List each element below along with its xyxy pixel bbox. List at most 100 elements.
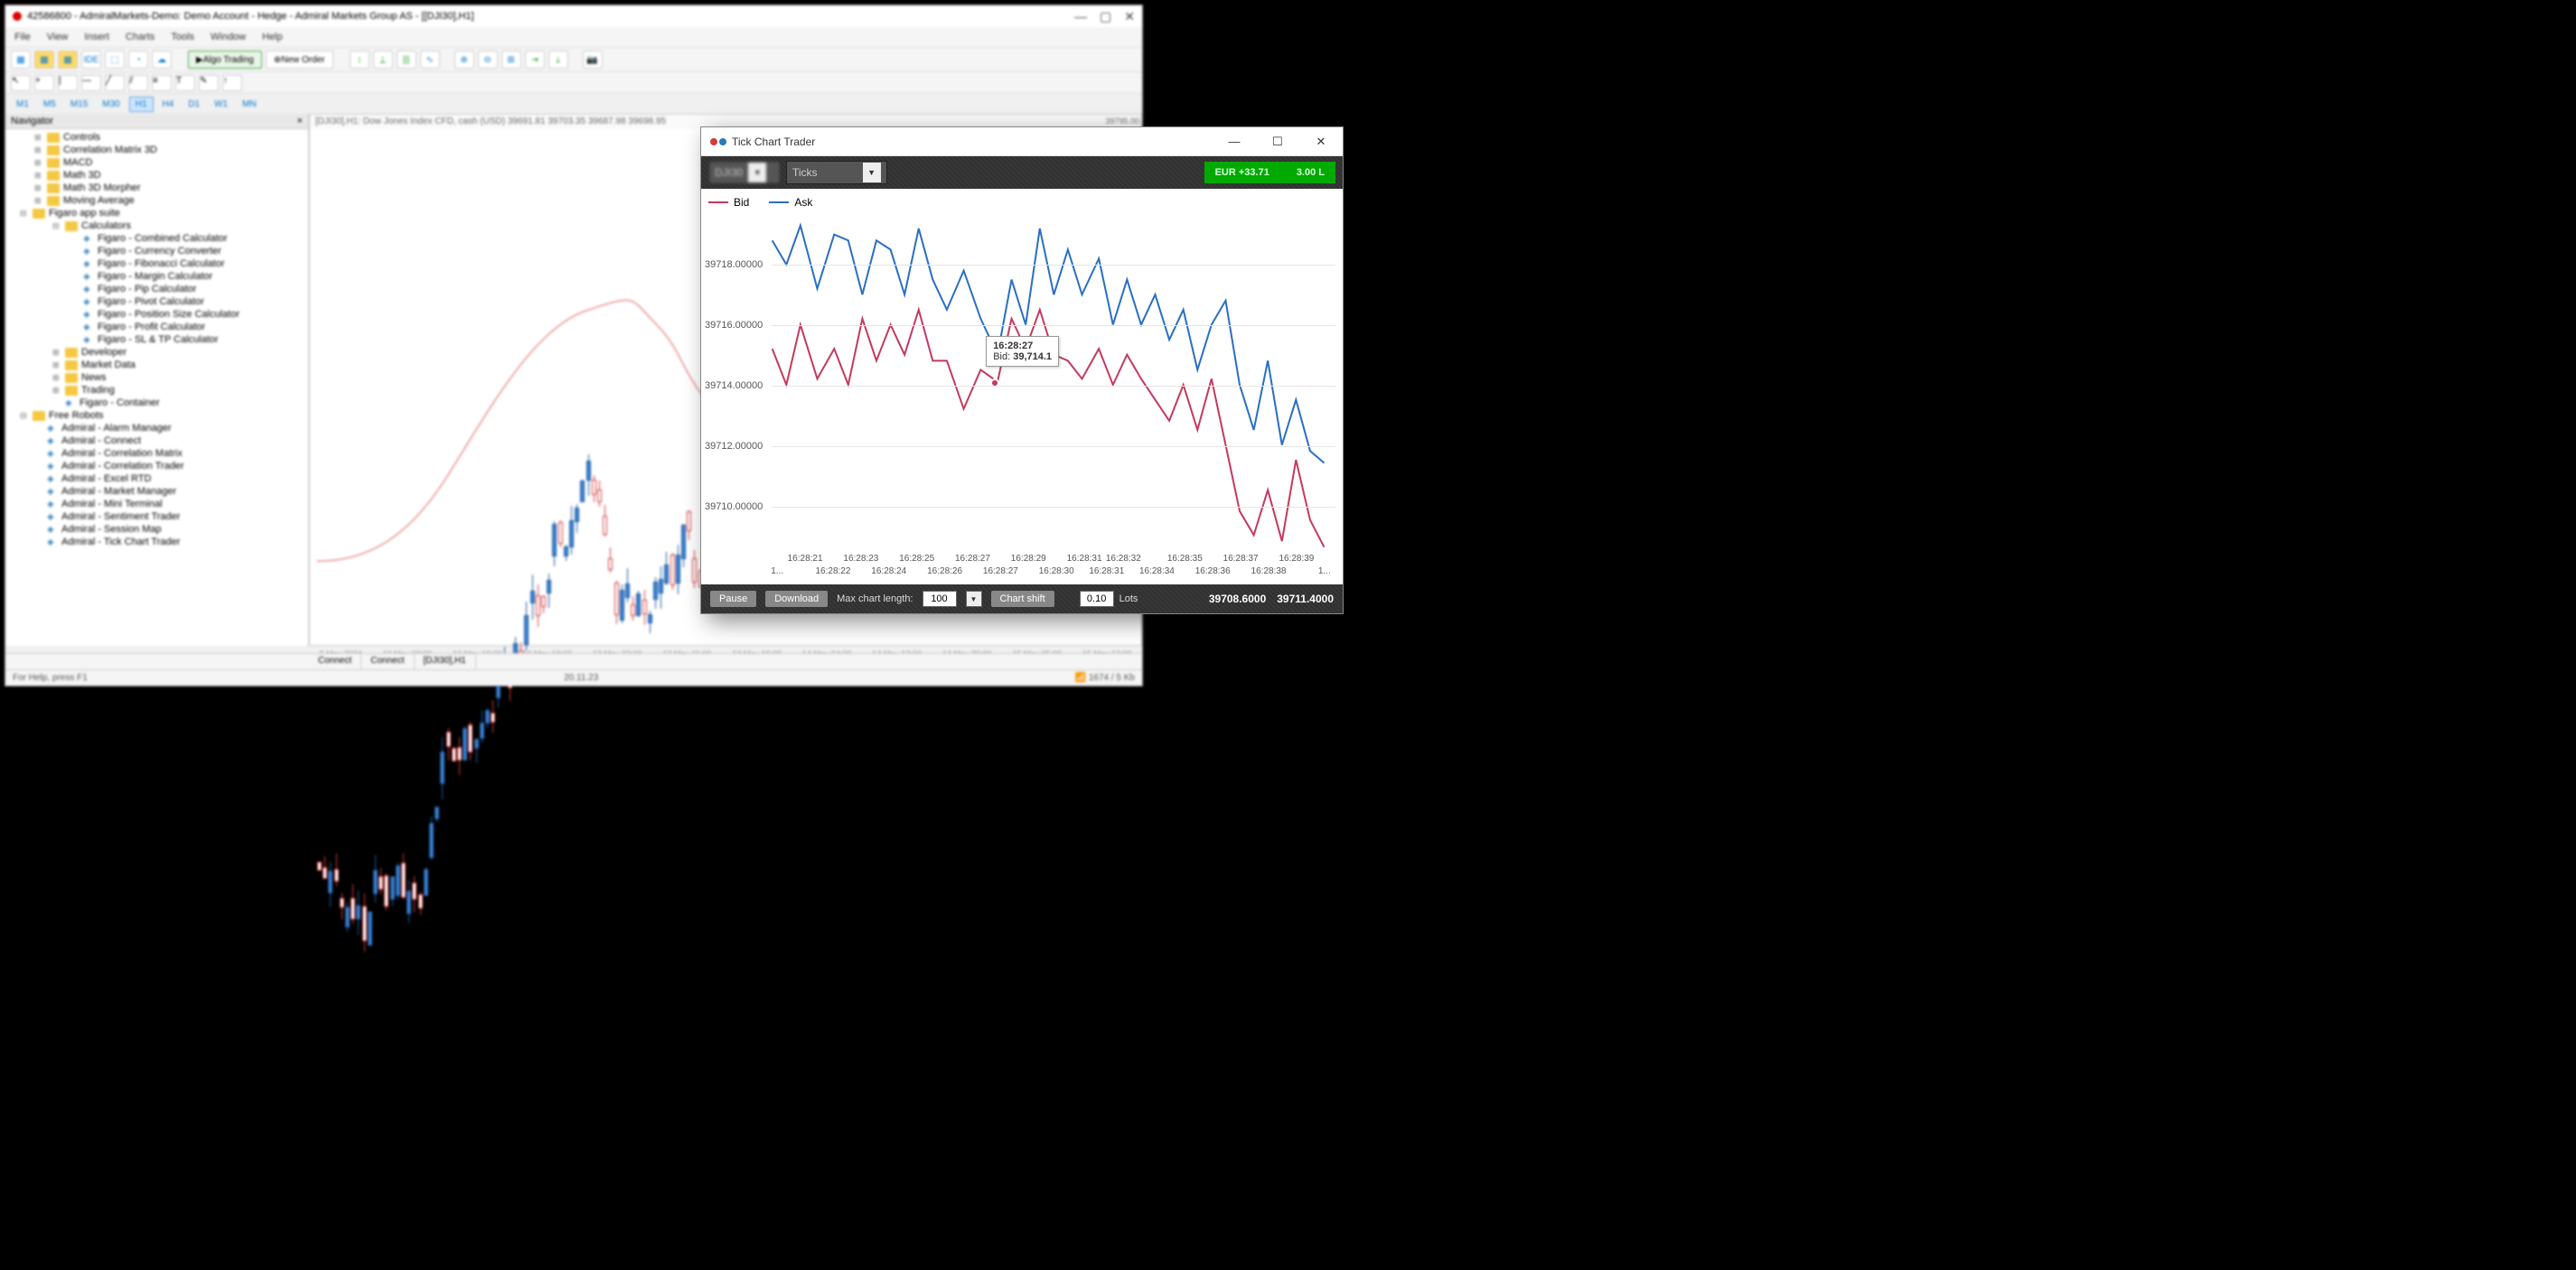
nav-item-12[interactable]: ◈Figaro - Pip Calculator xyxy=(5,283,308,295)
nav-item-10[interactable]: ◈Figaro - Fibonacci Calculator xyxy=(5,257,308,270)
nav-item-3[interactable]: ⊞Math 3D xyxy=(5,169,308,182)
tb-zoom-in[interactable]: ⊕ xyxy=(454,51,474,69)
nav-item-32[interactable]: ◈Admiral - Tick Chart Trader xyxy=(5,536,308,548)
ask-price[interactable]: 39711.4000 xyxy=(1277,593,1334,605)
nav-item-19[interactable]: ⊞News xyxy=(5,371,308,384)
menu-view[interactable]: View xyxy=(47,32,69,42)
nav-item-24[interactable]: ◈Admiral - Connect xyxy=(5,434,308,447)
nav-item-14[interactable]: ◈Figaro - Position Size Calculator xyxy=(5,308,308,321)
minimize-icon[interactable]: — xyxy=(1074,9,1087,24)
nav-item-2[interactable]: ⊞MACD xyxy=(5,156,308,169)
menu-help[interactable]: Help xyxy=(262,32,283,42)
chart-tab-0[interactable]: Connect xyxy=(309,654,361,669)
tb-d[interactable]: ∿ xyxy=(420,51,440,69)
tb2-cross[interactable]: + xyxy=(34,75,54,91)
tb2-equi[interactable]: ⫽ xyxy=(128,75,148,91)
tb2-trend[interactable]: ╱ xyxy=(105,75,125,91)
tb-grid[interactable]: ⊞ xyxy=(501,51,521,69)
tb-x3[interactable]: ☁ xyxy=(152,51,172,69)
symbol-select[interactable]: DJI30▼ xyxy=(708,161,781,184)
chart-tab-2[interactable]: [DJI30],H1 xyxy=(415,654,476,669)
tf-H1[interactable]: H1 xyxy=(129,97,154,112)
tb2-fibo[interactable]: ≡ xyxy=(152,75,172,91)
menu-insert[interactable]: Insert xyxy=(84,32,109,42)
nav-item-15[interactable]: ◈Figaro - Profit Calculator xyxy=(5,321,308,333)
menu-charts[interactable]: Charts xyxy=(126,32,155,42)
tf-M1[interactable]: M1 xyxy=(11,98,34,111)
tf-D1[interactable]: D1 xyxy=(183,98,205,111)
tb-e[interactable]: ⇥ xyxy=(525,51,545,69)
pause-button[interactable]: Pause xyxy=(710,591,756,607)
tick-minimize-icon[interactable]: — xyxy=(1222,135,1247,149)
nav-item-26[interactable]: ◈Admiral - Correlation Trader xyxy=(5,460,308,472)
nav-item-23[interactable]: ◈Admiral - Alarm Manager xyxy=(5,422,308,434)
algo-trading-button[interactable]: ▶ Algo Trading xyxy=(188,51,262,69)
tb-ide[interactable]: IDE xyxy=(81,51,101,69)
nav-item-16[interactable]: ◈Figaro - SL & TP Calculator xyxy=(5,333,308,346)
nav-item-27[interactable]: ◈Admiral - Excel RTD xyxy=(5,472,308,485)
tb-x2[interactable]: ◔ xyxy=(128,51,148,69)
tb-folder2[interactable]: ▦ xyxy=(58,51,78,69)
tf-W1[interactable]: W1 xyxy=(209,98,233,111)
nav-item-9[interactable]: ◈Figaro - Currency Converter xyxy=(5,245,308,257)
download-button[interactable]: Download xyxy=(765,591,828,607)
tb-cam[interactable]: 📷 xyxy=(583,51,603,69)
nav-item-18[interactable]: ⊞Market Data xyxy=(5,359,308,371)
tb-x1[interactable]: ⬚ xyxy=(105,51,125,69)
chartshift-button[interactable]: Chart shift xyxy=(991,591,1054,607)
tf-M15[interactable]: M15 xyxy=(65,98,93,111)
tb2-text[interactable]: T xyxy=(175,75,195,91)
nav-item-6[interactable]: ⊟Figaro app suite xyxy=(5,207,308,219)
new-order-button[interactable]: ⊕ New Order xyxy=(266,51,333,69)
nav-item-21[interactable]: ◈Figaro - Container xyxy=(5,397,308,409)
tf-M30[interactable]: M30 xyxy=(97,98,125,111)
nav-item-30[interactable]: ◈Admiral - Sentiment Trader xyxy=(5,510,308,523)
tb-f[interactable]: ⤓ xyxy=(548,51,568,69)
menu-tools[interactable]: Tools xyxy=(171,32,194,42)
navigator-close-icon[interactable]: × xyxy=(297,116,303,126)
tb-folder[interactable]: ▦ xyxy=(34,51,54,69)
tick-chart[interactable]: BidAsk 16:28:27 Bid: 39,714.1 39718.0000… xyxy=(701,189,1343,584)
tb2-cursor[interactable]: ↖ xyxy=(11,75,31,91)
close-icon[interactable]: ✕ xyxy=(1124,9,1135,24)
tb2-arrow[interactable]: ↑ xyxy=(222,75,242,91)
nav-item-1[interactable]: ⊞Correlation Matrix 3D xyxy=(5,144,308,156)
nav-item-22[interactable]: ⊟Free Robots xyxy=(5,409,308,422)
tb-b[interactable]: ⟂ xyxy=(373,51,393,69)
menu-window[interactable]: Window xyxy=(211,32,246,42)
tf-H4[interactable]: H4 xyxy=(157,98,180,111)
tb2-label[interactable]: ✎ xyxy=(199,75,219,91)
nav-item-13[interactable]: ◈Figaro - Pivot Calculator xyxy=(5,295,308,308)
tb-new[interactable]: ▦ xyxy=(11,51,31,69)
nav-item-17[interactable]: ⊞Developer xyxy=(5,346,308,359)
mode-select[interactable]: Ticks▼ xyxy=(786,161,887,184)
nav-item-5[interactable]: ⊞Moving Average xyxy=(5,194,308,207)
nav-item-4[interactable]: ⊞Math 3D Morpher xyxy=(5,182,308,194)
nav-item-29[interactable]: ◈Admiral - Mini Terminal xyxy=(5,498,308,510)
nav-item-0[interactable]: ⊞Controls xyxy=(5,131,308,144)
tf-M5[interactable]: M5 xyxy=(38,98,61,111)
tb-a[interactable]: ↕ xyxy=(350,51,370,69)
tb-c[interactable]: ||| xyxy=(397,51,417,69)
tb-zoom-out[interactable]: ⊖ xyxy=(478,51,498,69)
nav-item-31[interactable]: ◈Admiral - Session Map xyxy=(5,523,308,536)
chart-tab-1[interactable]: Connect xyxy=(361,654,414,669)
nav-item-20[interactable]: ⊞Trading xyxy=(5,384,308,397)
nav-item-25[interactable]: ◈Admiral - Correlation Matrix xyxy=(5,447,308,460)
maxlen-input[interactable] xyxy=(923,591,957,607)
menu-file[interactable]: File xyxy=(14,32,31,42)
tb2-hline[interactable]: — xyxy=(81,75,101,91)
tf-MN[interactable]: MN xyxy=(237,98,262,111)
nav-item-7[interactable]: ⊟Calculators xyxy=(5,219,308,232)
tick-x-axis: 16:28:2116:28:2316:28:2516:28:2716:28:29… xyxy=(701,554,1335,584)
tick-close-icon[interactable]: ✕ xyxy=(1308,135,1334,149)
bid-price[interactable]: 39708.6000 xyxy=(1209,593,1266,605)
nav-item-28[interactable]: ◈Admiral - Market Manager xyxy=(5,485,308,498)
lots-input[interactable] xyxy=(1080,591,1114,607)
tick-maximize-icon[interactable]: ☐ xyxy=(1265,135,1290,149)
maxlen-dropdown-icon[interactable]: ▼ xyxy=(966,591,982,607)
nav-item-11[interactable]: ◈Figaro - Margin Calculator xyxy=(5,270,308,283)
nav-item-8[interactable]: ◈Figaro - Combined Calculator xyxy=(5,232,308,245)
tb2-vline[interactable]: | xyxy=(58,75,78,91)
maximize-icon[interactable]: ▢ xyxy=(1100,9,1111,24)
